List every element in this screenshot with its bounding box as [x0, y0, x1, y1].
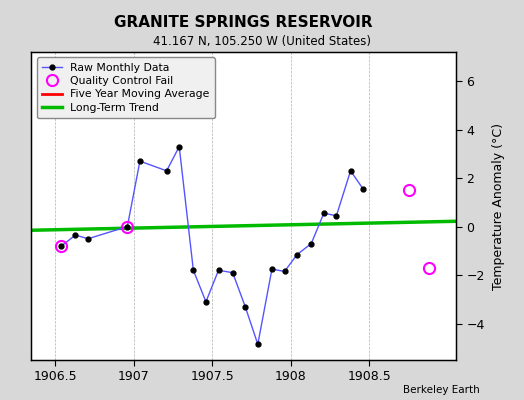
Quality Control Fail — [58, 244, 64, 248]
Raw Monthly Data — [321, 211, 327, 216]
Quality Control Fail — [426, 266, 432, 270]
Raw Monthly Data — [190, 268, 196, 273]
Text: Berkeley Earth: Berkeley Earth — [403, 385, 479, 395]
Line: Quality Control Fail: Quality Control Fail — [56, 185, 435, 273]
Legend: Raw Monthly Data, Quality Control Fail, Five Year Moving Average, Long-Term Tren: Raw Monthly Data, Quality Control Fail, … — [37, 58, 215, 118]
Raw Monthly Data — [85, 236, 91, 241]
Raw Monthly Data — [255, 342, 261, 347]
Text: 41.167 N, 105.250 W (United States): 41.167 N, 105.250 W (United States) — [153, 36, 371, 48]
Raw Monthly Data — [72, 233, 79, 238]
Raw Monthly Data — [308, 241, 314, 246]
Raw Monthly Data — [347, 168, 354, 173]
Raw Monthly Data — [58, 244, 64, 248]
Raw Monthly Data — [333, 213, 340, 218]
Raw Monthly Data — [137, 159, 143, 164]
Raw Monthly Data — [230, 270, 236, 275]
Raw Monthly Data — [215, 268, 222, 273]
Raw Monthly Data — [269, 267, 275, 272]
Raw Monthly Data — [242, 304, 248, 309]
Raw Monthly Data — [294, 252, 300, 257]
Raw Monthly Data — [281, 269, 288, 274]
Line: Raw Monthly Data: Raw Monthly Data — [59, 144, 366, 347]
Y-axis label: Temperature Anomaly (°C): Temperature Anomaly (°C) — [492, 122, 505, 290]
Title: GRANITE SPRINGS RESERVOIR: GRANITE SPRINGS RESERVOIR — [114, 15, 373, 30]
Raw Monthly Data — [124, 224, 130, 229]
Quality Control Fail — [406, 188, 412, 193]
Raw Monthly Data — [163, 168, 170, 173]
Quality Control Fail — [124, 224, 130, 229]
Raw Monthly Data — [203, 299, 209, 304]
Raw Monthly Data — [176, 144, 182, 149]
Raw Monthly Data — [360, 187, 366, 192]
